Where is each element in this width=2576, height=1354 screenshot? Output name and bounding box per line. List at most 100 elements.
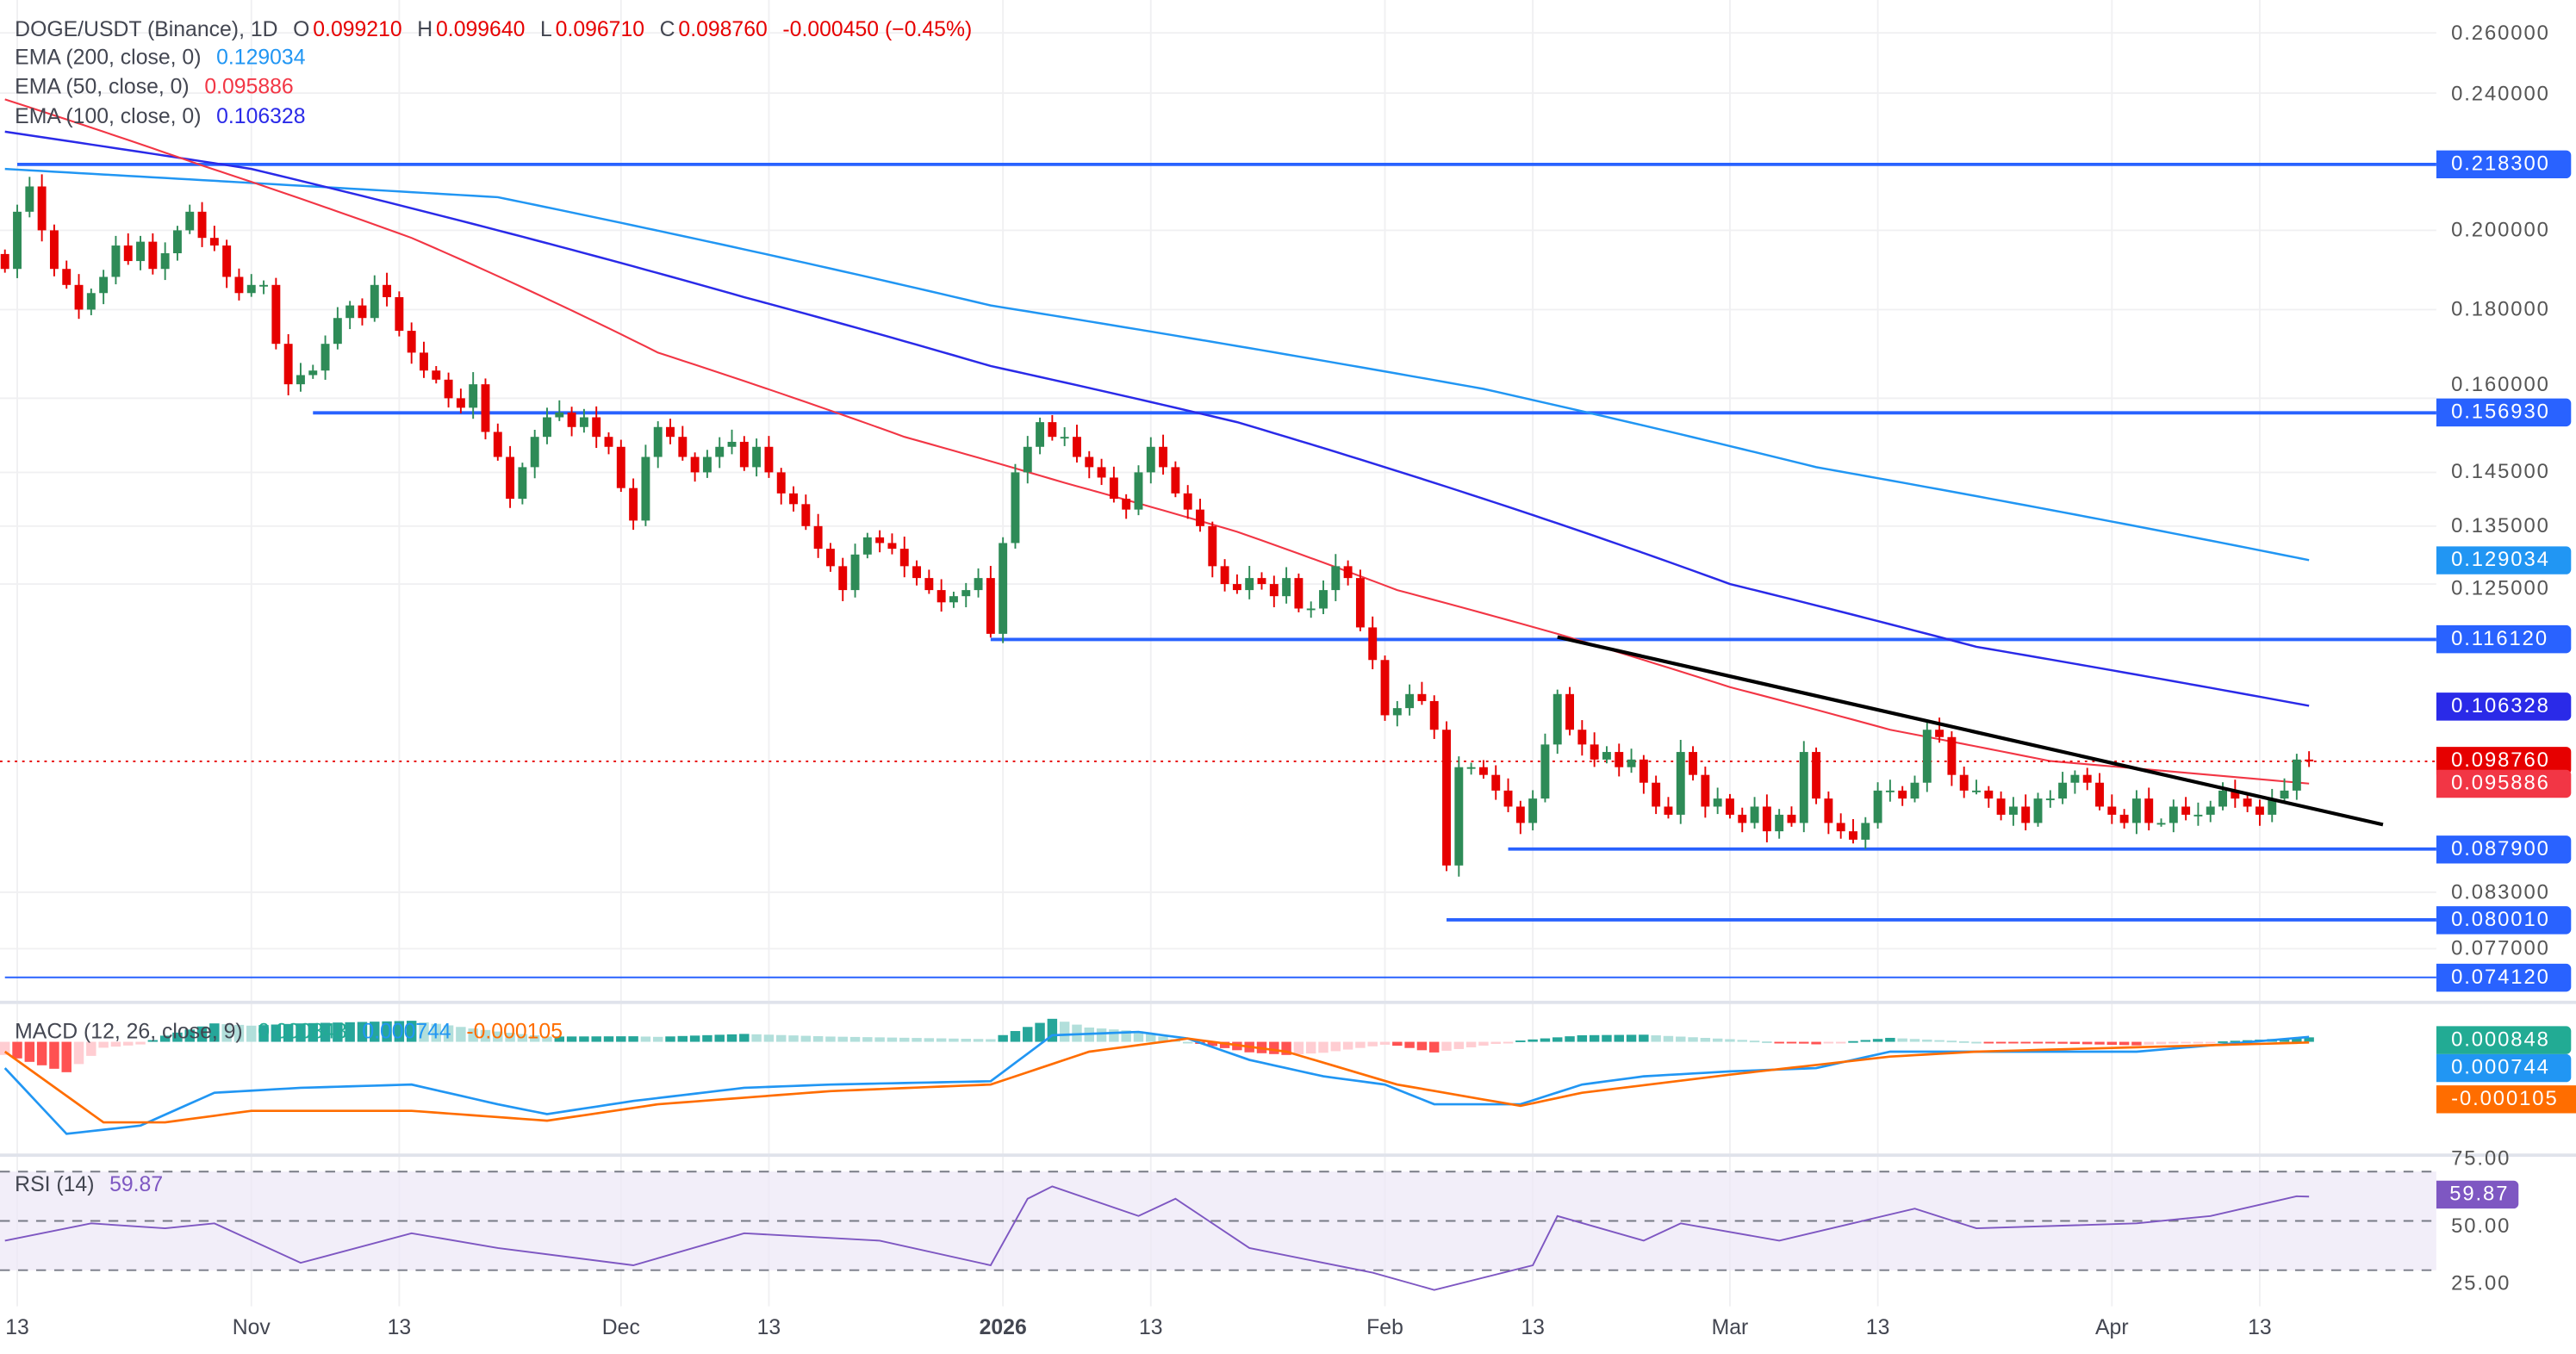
candle-body (1073, 437, 1081, 457)
macd-histogram-bar (2106, 1041, 2118, 1046)
macd-histogram-bar (159, 1035, 171, 1042)
pane-separator[interactable] (0, 1153, 2576, 1158)
candle-body (86, 293, 96, 310)
macd-histogram-bar (579, 1036, 589, 1042)
candle-body (1849, 831, 1857, 840)
candle-body (1183, 493, 1192, 510)
candle-body (1652, 782, 1661, 807)
ema50-legend[interactable]: EMA (50, close, 0) 0.095886 (15, 74, 296, 99)
symbol-title[interactable]: DOGE/USDT (Binance), 1D (15, 16, 278, 41)
macd-histogram-bar (628, 1036, 638, 1042)
macd-histogram-bar (714, 1034, 725, 1042)
macd-histogram-bar (1626, 1034, 1637, 1042)
macd-histogram-bar (2094, 1041, 2105, 1045)
macd-histogram-bar (1971, 1041, 1982, 1044)
macd-histogram-bar (986, 1039, 996, 1042)
candle-body (37, 186, 47, 231)
macd-histogram-bar (1035, 1022, 1045, 1042)
price-tick-label: 0.260000 (2451, 21, 2550, 45)
candle-body (1701, 774, 1710, 807)
macd-histogram-bar (61, 1041, 72, 1072)
macd-histogram-bar (382, 1021, 392, 1042)
candle-body (1208, 525, 1217, 567)
pane-separator[interactable] (0, 1000, 2576, 1004)
macd-histogram-bar (2045, 1041, 2056, 1044)
macd-histogram-bar (2119, 1041, 2130, 1046)
price-tick-label: 0.125000 (2451, 576, 2550, 600)
macd-histogram-bar (505, 1033, 515, 1042)
macd-histogram-bar (1749, 1040, 1760, 1043)
candle-body (1972, 790, 1981, 792)
candle-body (1577, 730, 1587, 745)
macd-signal-line (3, 1037, 2310, 1124)
price-tick-label: 0.160000 (2451, 373, 2550, 397)
macd-histogram-bar (394, 1021, 405, 1042)
macd-histogram-bar (689, 1035, 700, 1042)
candle-body (2218, 790, 2227, 807)
macd-histogram-bar (2193, 1041, 2204, 1044)
price-badge: 0.156930 (2436, 399, 2572, 427)
candle-body (752, 446, 762, 468)
candle-body (727, 441, 737, 447)
candle-body (1515, 806, 1525, 823)
candle-body (912, 566, 922, 579)
macd-histogram-bar (147, 1040, 159, 1042)
candle-body (1196, 509, 1204, 526)
macd-histogram-bar (1983, 1041, 1994, 1044)
macd-histogram-bar (2181, 1041, 2191, 1044)
candle-body (234, 276, 244, 294)
price-badge: 0.106328 (2436, 692, 2572, 720)
macd-histogram-bar (1860, 1040, 1871, 1042)
macd-histogram-bar (1465, 1041, 1477, 1047)
macd-histogram-bar (2156, 1041, 2167, 1045)
macd-histogram-bar (2292, 1038, 2302, 1042)
candle-body (506, 457, 515, 500)
candle-body (1134, 472, 1143, 510)
candle-body (1639, 759, 1648, 783)
ema200-line (4, 167, 2310, 562)
macd-legend[interactable]: MACD (12, 26, close, 9) 0.000848 0.00074… (15, 1019, 566, 1044)
candle-body (986, 578, 995, 634)
candle-body (1552, 693, 1562, 745)
candle-body (1048, 422, 1057, 438)
candle-body (813, 525, 823, 550)
macd-histogram-bar (603, 1036, 614, 1042)
candle-body (1109, 477, 1118, 500)
macd-histogram-bar (616, 1036, 626, 1042)
candle-body (543, 417, 551, 438)
candle-body (1282, 578, 1291, 597)
macd-histogram-bar (2008, 1041, 2019, 1044)
macd-histogram-bar (1762, 1041, 1772, 1043)
macd-histogram-bar (320, 1022, 331, 1042)
candle-body (1898, 790, 1907, 799)
candle-body (1257, 578, 1266, 585)
candle-body (2243, 798, 2252, 807)
rsi-legend[interactable]: RSI (14) 59.87 (15, 1171, 166, 1196)
macd-histogram-bar (493, 1031, 503, 1042)
macd-histogram-bar (1490, 1041, 1501, 1044)
rsi-value: 59.87 (109, 1171, 164, 1196)
macd-histogram-bar (998, 1034, 1008, 1042)
ema100-legend[interactable]: EMA (100, close, 0) 0.106328 (15, 103, 308, 128)
candle-body (493, 432, 502, 457)
macd-histogram-bar (357, 1022, 368, 1042)
macd-histogram-bar (1676, 1036, 1686, 1042)
candle-body (887, 543, 897, 550)
macd-histogram-bar (86, 1041, 96, 1056)
price-tick-label: 0.180000 (2451, 298, 2550, 321)
chart-canvas[interactable] (0, 0, 2436, 1307)
macd-histogram-bar (1786, 1041, 1797, 1044)
macd-hist-badge: 0.000848 (2436, 1026, 2572, 1054)
candle-body (1885, 790, 1895, 792)
candle-body (1565, 693, 1575, 730)
macd-histogram-bar (1109, 1029, 1119, 1042)
macd-histogram-bar (1305, 1041, 1316, 1054)
candle-body (2021, 806, 2031, 823)
close-label: C (659, 16, 675, 41)
ema200-value: 0.129034 (216, 44, 306, 70)
price-tick-label: 0.083000 (2451, 880, 2550, 904)
candle-body (1664, 806, 1673, 815)
ema200-legend[interactable]: EMA (200, close, 0) 0.129034 (15, 45, 308, 70)
candle-body (567, 412, 576, 427)
